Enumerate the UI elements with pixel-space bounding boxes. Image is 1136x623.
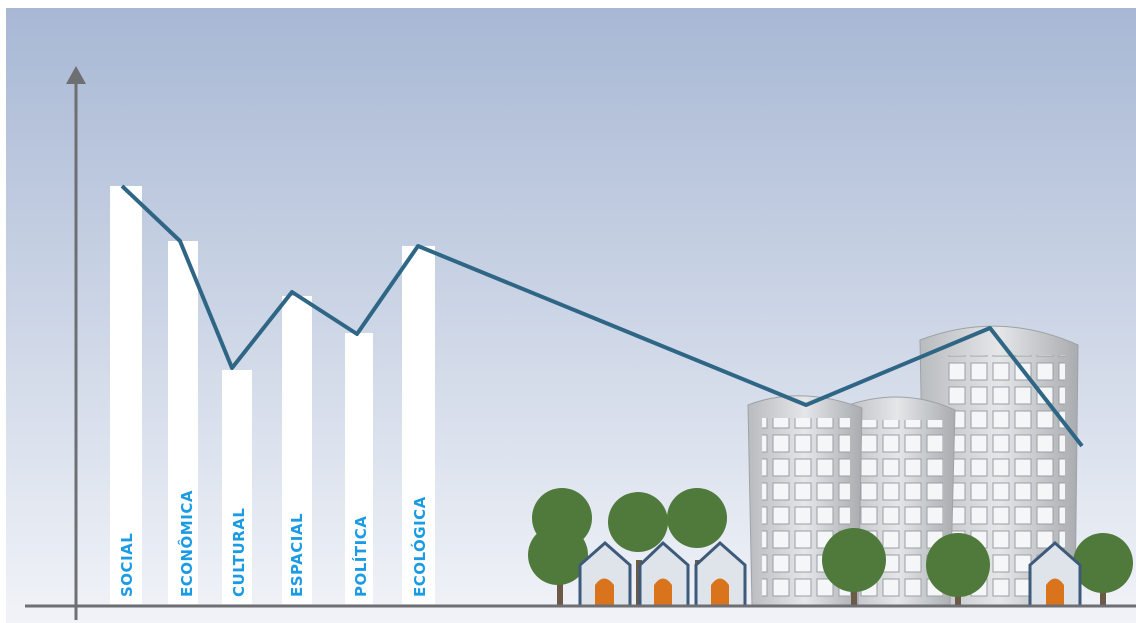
bar-label: POLÍTICA (351, 516, 370, 597)
axis-arrow (66, 66, 86, 84)
bar (110, 186, 142, 604)
bar-label: ECOLÓGICA (410, 496, 429, 597)
trend-line (120, 184, 1084, 448)
bar (402, 246, 435, 604)
bar (282, 296, 312, 604)
bar-label: SOCIAL (118, 533, 136, 597)
bars (110, 186, 435, 604)
bar-label: ECONÔMICA (177, 490, 196, 597)
bar (168, 241, 198, 604)
bar (222, 370, 252, 604)
bar-label: ESPACIAL (288, 513, 306, 597)
bar (345, 333, 373, 604)
houses (578, 540, 1082, 608)
labels: SOCIAL ECONÔMICA CULTURAL ESPACIAL POLÍTICA E… (118, 490, 429, 597)
bar-label: CULTURAL (230, 508, 248, 597)
